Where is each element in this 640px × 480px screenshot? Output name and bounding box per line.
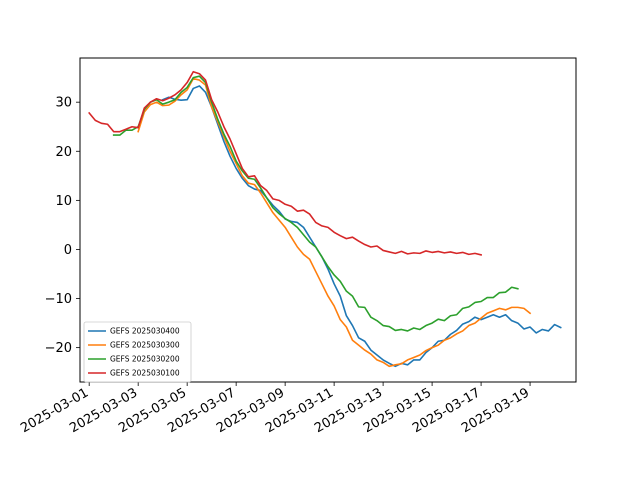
y-tick-label: 10 xyxy=(55,194,72,209)
series-line-2 xyxy=(112,75,519,332)
y-tick-label: 0 xyxy=(64,243,72,258)
y-axis: −20 −10 0 10 20 30 xyxy=(45,96,80,356)
legend-label: GEFS 2025030100 xyxy=(110,369,180,378)
legend-label: GEFS 2025030400 xyxy=(110,327,180,336)
y-tick-label: −20 xyxy=(45,341,72,356)
series-layer xyxy=(88,70,562,368)
series-line-0 xyxy=(161,85,562,368)
legend-label: GEFS 2025030200 xyxy=(110,355,180,364)
legend-box xyxy=(83,321,192,383)
y-tick-label: 20 xyxy=(55,145,72,160)
legend: GEFS 2025030400 GEFS 2025030300 GEFS 20250… xyxy=(83,321,192,383)
legend-label: GEFS 2025030300 xyxy=(110,341,180,350)
y-tick-label: 30 xyxy=(55,96,72,111)
series-line-3 xyxy=(88,70,483,256)
plot-frame xyxy=(79,57,577,383)
series-line-1 xyxy=(137,77,532,368)
y-tick-label: −10 xyxy=(45,292,72,307)
